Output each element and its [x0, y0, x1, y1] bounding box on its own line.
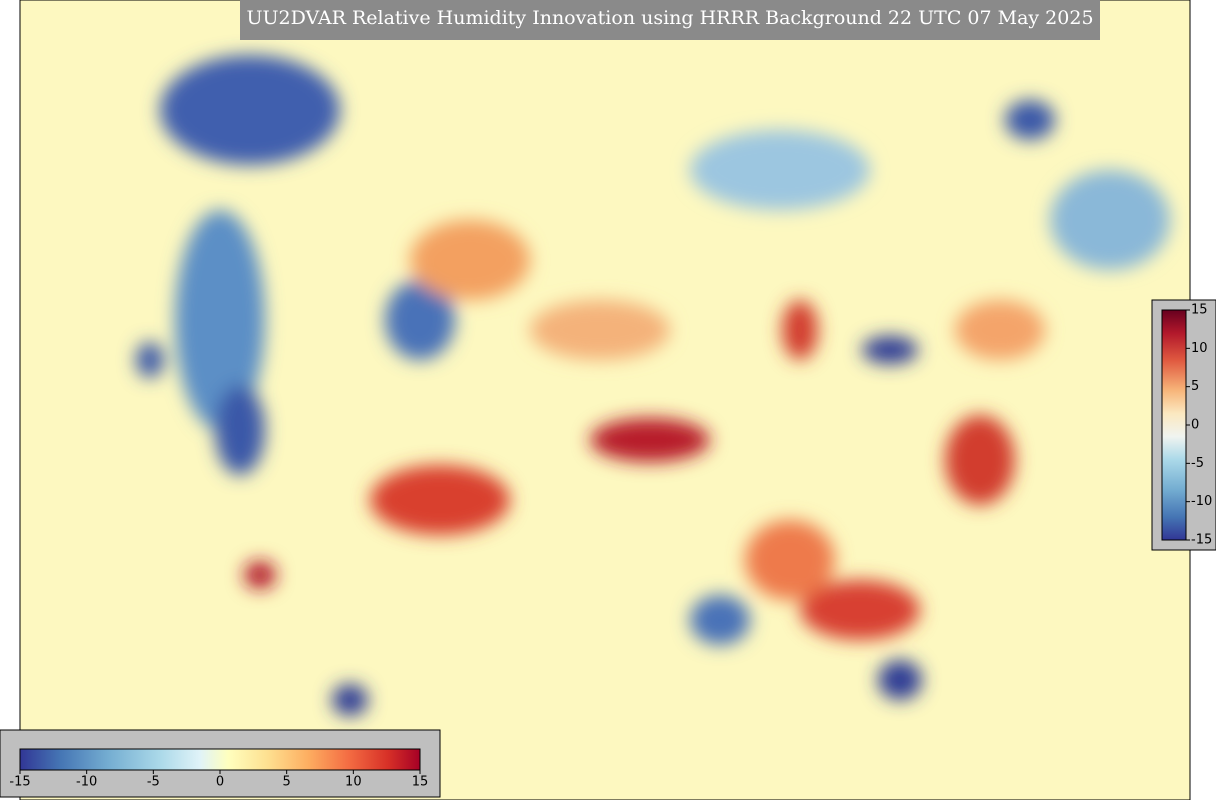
map-title: UU2DVAR Relative Humidity Innovation usi… — [246, 7, 1093, 29]
tick-label: 10 — [1191, 341, 1208, 356]
tick-label: -5 — [1191, 456, 1204, 471]
tick-label: -10 — [76, 775, 97, 790]
title-box: UU2DVAR Relative Humidity Innovation usi… — [240, 0, 1100, 40]
tick-label: 0 — [1191, 418, 1199, 433]
tick-label: 5 — [283, 775, 291, 790]
tick-label: -15 — [1191, 533, 1212, 548]
tick-label: 5 — [1191, 379, 1199, 394]
tick-label: -10 — [1191, 494, 1212, 509]
tick-label: -5 — [147, 775, 160, 790]
tick-label: 15 — [1191, 303, 1208, 318]
title-background — [240, 0, 1100, 40]
colorbar-gradient — [19, 748, 421, 771]
map — [19, 0, 1191, 800]
colorbar-vertical: 15 10 5 0 -5 -10 -15 — [1151, 299, 1216, 551]
colorbar-horizontal: -15 -10 -5 0 5 10 15 — [0, 729, 441, 798]
innovation-field — [136, 55, 1170, 716]
tick-label: 15 — [412, 775, 429, 790]
tick-label: -15 — [9, 775, 30, 790]
colorbar-gradient — [1161, 309, 1187, 541]
tick-label: 0 — [216, 775, 224, 790]
tick-label: 10 — [345, 775, 362, 790]
